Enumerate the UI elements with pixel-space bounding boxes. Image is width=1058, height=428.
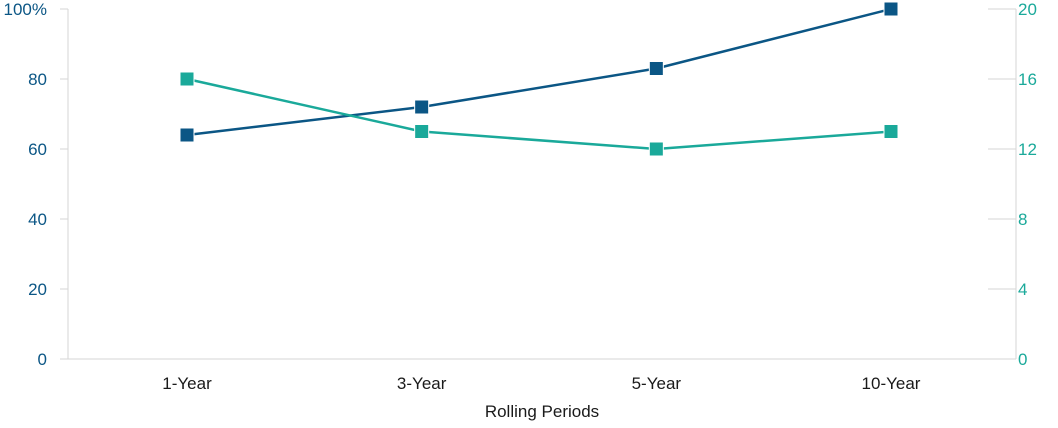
right-axis-tick-label: 16 [1018,70,1037,89]
series-1-point [883,1,899,17]
x-axis-tick-label: 3-Year [397,374,447,393]
series-2-point [883,124,899,139]
series-2-point [648,141,664,157]
series-1-point [414,99,430,115]
left-axis-tick-label: 60 [28,140,47,159]
series-2-point [179,71,195,87]
left-axis-tick-label: 80 [28,70,47,89]
right-axis-tick-label: 12 [1018,140,1037,159]
x-axis-tick-label: 10-Year [862,374,921,393]
right-axis-tick-label: 4 [1018,280,1027,299]
right-axis-tick-label: 8 [1018,210,1027,229]
left-axis-tick-label: 40 [28,210,47,229]
labels-group: 0 20 40 60 80 100% 0 4 8 12 16 20 1-Year 3-Year 5-Year… [4,0,1037,393]
series-1 [179,1,899,143]
series-1-line [186,7,892,137]
right-axis-tick-label: 0 [1018,350,1027,369]
left-axis-tick-label: 100% [4,0,47,19]
series-2 [179,71,899,157]
series-2-line [186,77,892,151]
axes-group [60,8,1017,360]
series-1-point [648,61,664,76]
left-axis-tick-label: 0 [38,350,47,369]
x-axis-tick-label: 5-Year [632,374,682,393]
x-axis-tick-label: 1-Year [162,374,212,393]
series-2-point [414,124,430,139]
series-group [179,1,899,157]
series-1-point [179,127,195,143]
left-axis-tick-label: 20 [28,280,47,299]
right-axis-tick-label: 20 [1018,0,1037,19]
x-axis-title: Rolling Periods [485,402,599,421]
